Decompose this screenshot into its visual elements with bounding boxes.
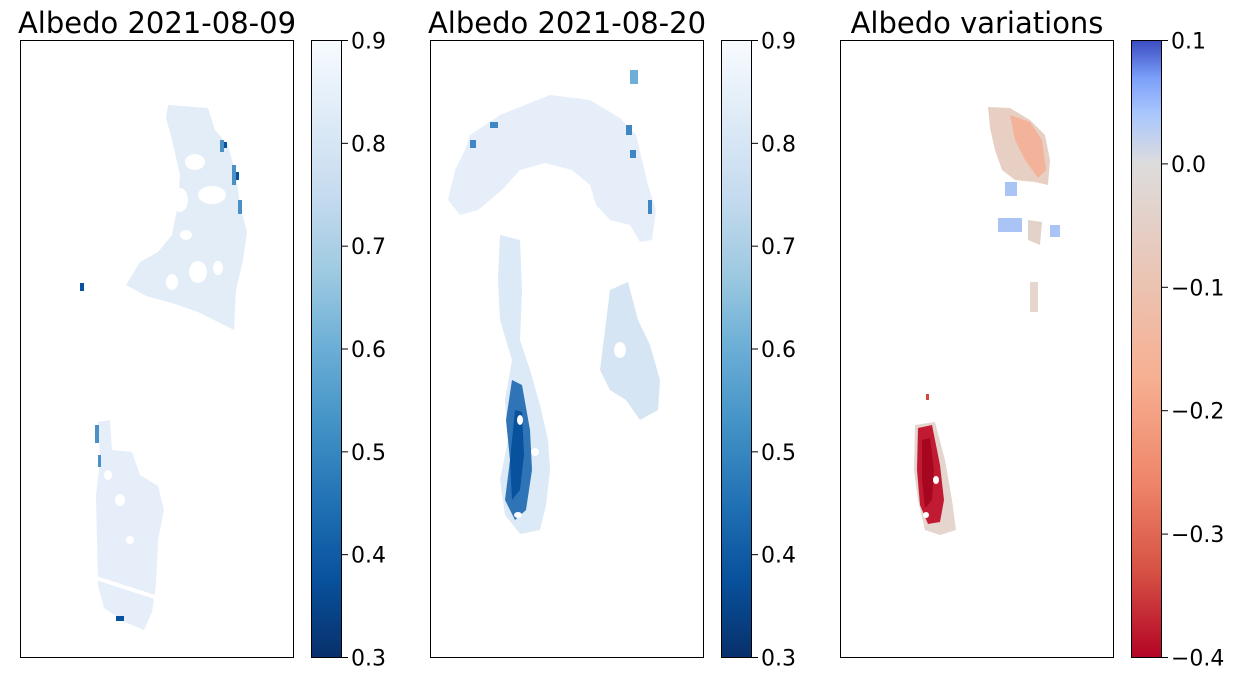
panel-1-title: Albedo 2021-08-09 [18,6,296,40]
colorbar-tick-label: 0.6 [761,338,796,363]
panel-3-title: Albedo variations [851,6,1104,40]
colorbar-tick-label: 0.1 [1171,30,1206,55]
panel-1-map [80,105,247,630]
panel-albedo-2021-08-20: Albedo 2021-08-20 [428,6,796,672]
colorbar-tick-label: 0.8 [351,132,386,157]
colorbar-tick-label: 0.5 [761,441,796,466]
panel-3-map [914,107,1060,535]
colorbar-tick-label: −0.4 [1171,647,1224,672]
colorbar-tick-label: 0.7 [761,235,796,260]
colorbar-tick-label: 0.5 [351,441,386,466]
colorbar-tick-label: 0.4 [761,544,796,569]
panel-albedo-2021-08-09: Albedo 2021-08-09 [18,6,386,672]
panel-3-colorbar [1131,40,1162,658]
colorbar-tick-label: −0.2 [1171,400,1224,425]
panel-2-map [448,70,660,534]
panel-1-colorbar [311,40,342,658]
colorbar-tick-label: 0.3 [351,647,386,672]
panel-1-colorbar-ticks: 0.3 0.4 0.5 0.6 0.7 0.8 0.9 [342,30,386,672]
colorbar-tick-label: 0.6 [351,338,386,363]
panel-2-colorbar-ticks: 0.3 0.4 0.5 0.6 0.7 0.8 0.9 [752,30,796,672]
colorbar-tick-label: 0.7 [351,235,386,260]
colorbar-tick-label: 0.9 [761,30,796,55]
colorbar-tick-label: −0.1 [1171,276,1224,301]
panel-albedo-variations: Albedo variations −0.4−0.3−0.2−0. [840,6,1224,672]
colorbar-tick-label: 0.9 [351,30,386,55]
colorbar-tick-label: 0.3 [761,647,796,672]
colorbar-tick-label: 0.0 [1171,153,1206,178]
panel-2-axes-frame [430,40,704,658]
colorbar-tick-label: 0.4 [351,544,386,569]
panel-2-title: Albedo 2021-08-20 [428,6,706,40]
panel-3-colorbar-ticks: −0.4 −0.3 −0.2 −0.1 0.0 0.1 [1162,30,1224,672]
colorbar-tick-label: −0.3 [1171,523,1224,548]
panel-3-axes-frame [840,40,1114,658]
panel-2-colorbar [721,40,752,658]
panel-1-axes-frame [20,40,294,658]
colorbar-tick-label: 0.8 [761,132,796,157]
